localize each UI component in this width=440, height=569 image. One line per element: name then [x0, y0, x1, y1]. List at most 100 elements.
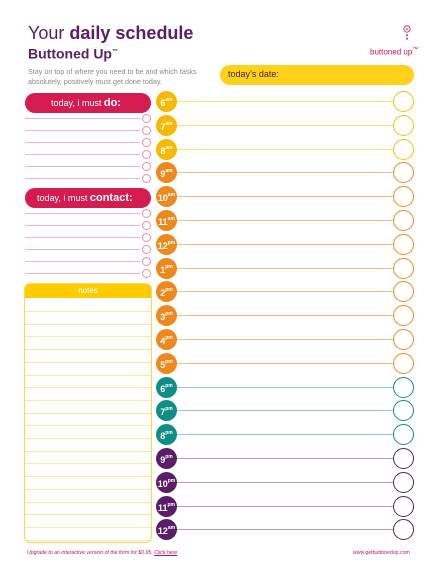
hour-entry-line[interactable]	[177, 243, 393, 245]
do-section-header: today, i must do:	[25, 93, 151, 113]
hour-badge: 10am	[156, 186, 177, 208]
hour-checkbox[interactable]	[393, 114, 414, 136]
hour-entry-line[interactable]	[177, 481, 393, 483]
hour-checkbox[interactable]	[393, 305, 414, 327]
hour-badge: 11am	[156, 210, 177, 231]
hour-entry-line[interactable]	[177, 410, 393, 412]
hour-checkbox[interactable]	[393, 495, 414, 517]
hour-entry-line[interactable]	[177, 339, 393, 340]
date-field[interactable]	[220, 65, 414, 85]
hour-checkbox[interactable]	[393, 210, 414, 231]
hour-entry-line[interactable]	[177, 148, 393, 150]
notes-line	[25, 476, 151, 478]
task-checkbox[interactable]	[142, 233, 151, 242]
hour-entry-line[interactable]	[177, 291, 393, 293]
hour-entry-line[interactable]	[177, 458, 393, 459]
task-checkbox[interactable]	[142, 245, 151, 254]
hour-checkbox[interactable]	[393, 424, 414, 446]
hour-checkbox[interactable]	[393, 400, 414, 422]
task-checkbox[interactable]	[142, 269, 151, 278]
notes-line	[25, 387, 151, 389]
hour-number: 11	[157, 502, 168, 513]
contact-section-label: today, i must contact:	[37, 192, 133, 204]
brand-trademark: ™	[412, 47, 419, 53]
hour-suffix: pm	[165, 358, 173, 365]
task-checkbox[interactable]	[142, 126, 151, 135]
hour-number: 5	[160, 359, 166, 370]
hour-entry-line[interactable]	[177, 101, 393, 102]
hour-checkbox[interactable]	[393, 471, 414, 493]
hour-number: 10	[157, 478, 168, 489]
task-line[interactable]	[25, 213, 140, 214]
hour-checkbox[interactable]	[393, 91, 414, 112]
task-checkbox[interactable]	[142, 162, 151, 171]
website-link[interactable]: www.getbuttonedup.com	[353, 550, 410, 556]
hour-checkbox[interactable]	[393, 329, 414, 350]
page-title: Your daily schedule	[28, 22, 193, 44]
click-here-link[interactable]: Click here	[154, 550, 178, 556]
task-checkbox[interactable]	[142, 221, 151, 230]
hour-checkbox[interactable]	[393, 376, 414, 398]
task-line[interactable]	[25, 249, 140, 250]
task-line[interactable]	[25, 130, 140, 131]
hour-entry-line[interactable]	[177, 315, 393, 317]
hour-checkbox[interactable]	[393, 281, 414, 303]
task-checkbox[interactable]	[142, 257, 151, 266]
hour-number: 6	[160, 98, 166, 108]
hour-checkbox[interactable]	[393, 519, 414, 541]
hour-suffix: pm	[167, 501, 176, 508]
notes-box[interactable]: notes	[24, 283, 152, 543]
hour-entry-line[interactable]	[177, 434, 393, 436]
hour-number: 7	[160, 407, 166, 418]
hour-number: 1	[160, 264, 166, 275]
hour-entry-line[interactable]	[177, 386, 393, 388]
hour-entry-line[interactable]	[177, 529, 393, 531]
hour-badge: 8am	[156, 138, 177, 160]
task-checkbox[interactable]	[142, 174, 151, 183]
task-line[interactable]	[25, 166, 140, 167]
task-line[interactable]	[25, 154, 140, 155]
hour-checkbox[interactable]	[393, 162, 414, 184]
brand-logo-text: buttoned up™	[370, 47, 418, 57]
hour-badge: 9am	[156, 162, 177, 184]
hour-suffix: am	[165, 144, 173, 151]
hour-entry-line[interactable]	[177, 172, 393, 174]
hour-checkbox[interactable]	[393, 233, 414, 255]
hour-badge: 1pm	[156, 257, 177, 279]
task-line[interactable]	[25, 273, 140, 274]
task-line[interactable]	[25, 142, 140, 143]
hour-checkbox[interactable]	[393, 257, 414, 279]
hour-suffix: pm	[165, 335, 173, 341]
hour-entry-line[interactable]	[177, 196, 393, 198]
task-checkbox[interactable]	[142, 209, 151, 218]
hour-entry-line[interactable]	[177, 124, 393, 126]
hour-suffix: pm	[167, 239, 176, 246]
hour-suffix: pm	[165, 287, 173, 294]
task-line[interactable]	[25, 237, 140, 238]
hour-suffix: pm	[165, 406, 173, 413]
do-prefix: today, i must	[51, 98, 104, 108]
task-checkbox[interactable]	[142, 114, 151, 123]
hour-checkbox[interactable]	[393, 138, 414, 160]
hour-entry-line[interactable]	[177, 362, 393, 364]
hour-badge: 11pm	[156, 495, 177, 517]
task-line[interactable]	[25, 178, 140, 179]
task-line[interactable]	[25, 118, 140, 119]
task-checkbox[interactable]	[142, 138, 151, 147]
do-emphasis: do:	[103, 97, 121, 109]
trademark-mark: ™	[111, 49, 118, 55]
hour-checkbox[interactable]	[393, 352, 414, 374]
notes-line	[25, 374, 151, 376]
task-checkbox[interactable]	[142, 150, 151, 159]
hour-number: 9	[160, 169, 166, 180]
hour-badge: 7pm	[156, 400, 177, 422]
hour-checkbox[interactable]	[393, 448, 414, 469]
hour-entry-line[interactable]	[177, 220, 393, 221]
task-line[interactable]	[25, 225, 140, 226]
hour-checkbox[interactable]	[393, 186, 414, 208]
hour-entry-line[interactable]	[177, 505, 393, 507]
hour-suffix: pm	[165, 263, 173, 270]
hour-entry-line[interactable]	[177, 267, 393, 269]
task-line[interactable]	[25, 261, 140, 262]
hour-suffix: pm	[165, 382, 173, 389]
